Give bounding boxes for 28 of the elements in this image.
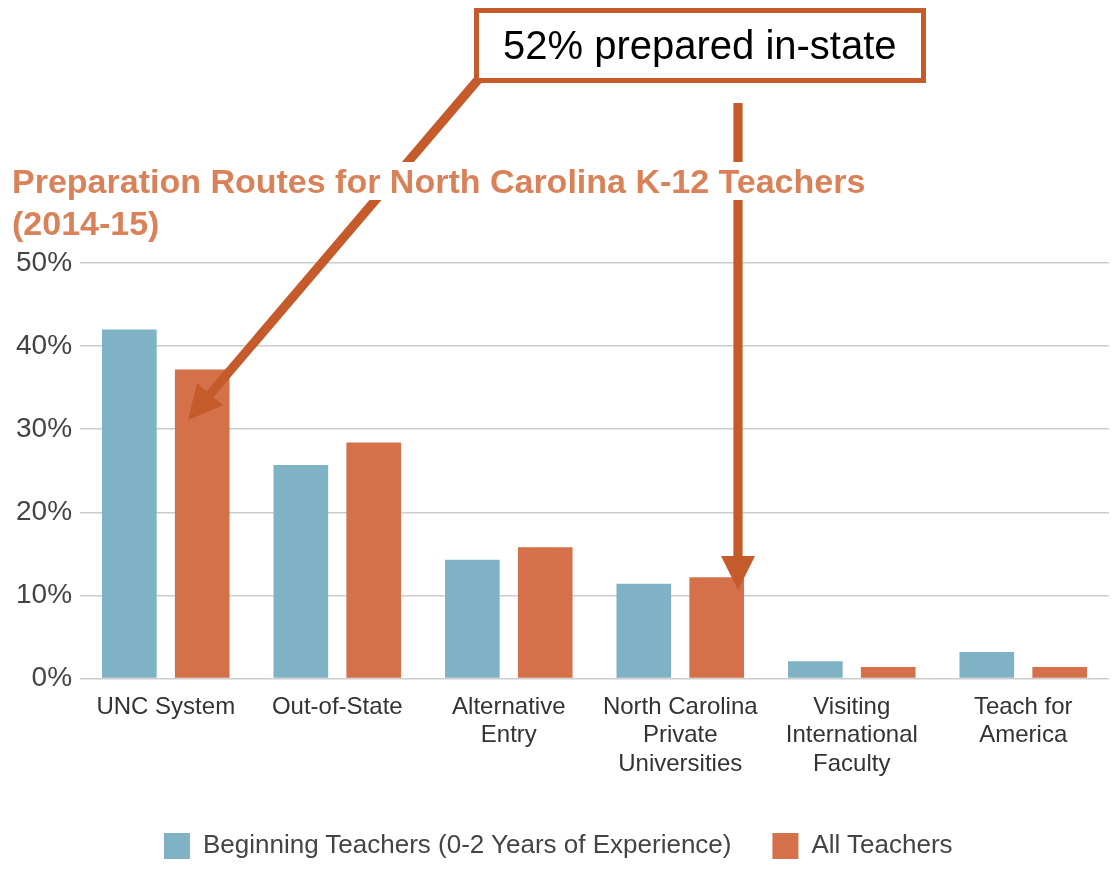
- bar: [616, 583, 672, 678]
- x-tick-label: Alternative Entry: [452, 691, 566, 748]
- bar: [959, 652, 1015, 678]
- y-tick-label: 30%: [15, 411, 73, 443]
- legend-label: All Teachers: [811, 829, 953, 860]
- bar: [860, 666, 916, 678]
- x-tick-label: North Carolina Private Universities: [602, 691, 759, 777]
- x-tick-label: Teach for America: [973, 691, 1073, 748]
- y-tick-label: 50%: [15, 245, 73, 277]
- bar: [273, 464, 329, 678]
- chart-title: Preparation Routes for North Carolina K-12 Teachers (2014-15): [12, 162, 866, 242]
- bar: [689, 577, 745, 678]
- bar: [1032, 666, 1088, 678]
- bar: [102, 329, 157, 678]
- bar: [787, 661, 843, 678]
- x-tick-label: Out-of-State: [271, 691, 403, 719]
- legend-label: Beginning Teachers (0-2 Years of Experience): [202, 829, 732, 860]
- y-tick-label: 10%: [15, 578, 73, 610]
- y-tick-label: 0%: [31, 661, 73, 693]
- x-tick-label: UNC System: [96, 691, 236, 719]
- x-tick-label: Visiting International Faculty: [785, 691, 918, 777]
- bar: [445, 559, 500, 678]
- bar: [346, 442, 402, 678]
- bar: [174, 369, 230, 678]
- y-tick-label: 20%: [15, 495, 73, 527]
- text: 52% prepared in-state: [474, 8, 926, 83]
- bar: [517, 547, 573, 678]
- y-tick-label: 40%: [15, 328, 73, 360]
